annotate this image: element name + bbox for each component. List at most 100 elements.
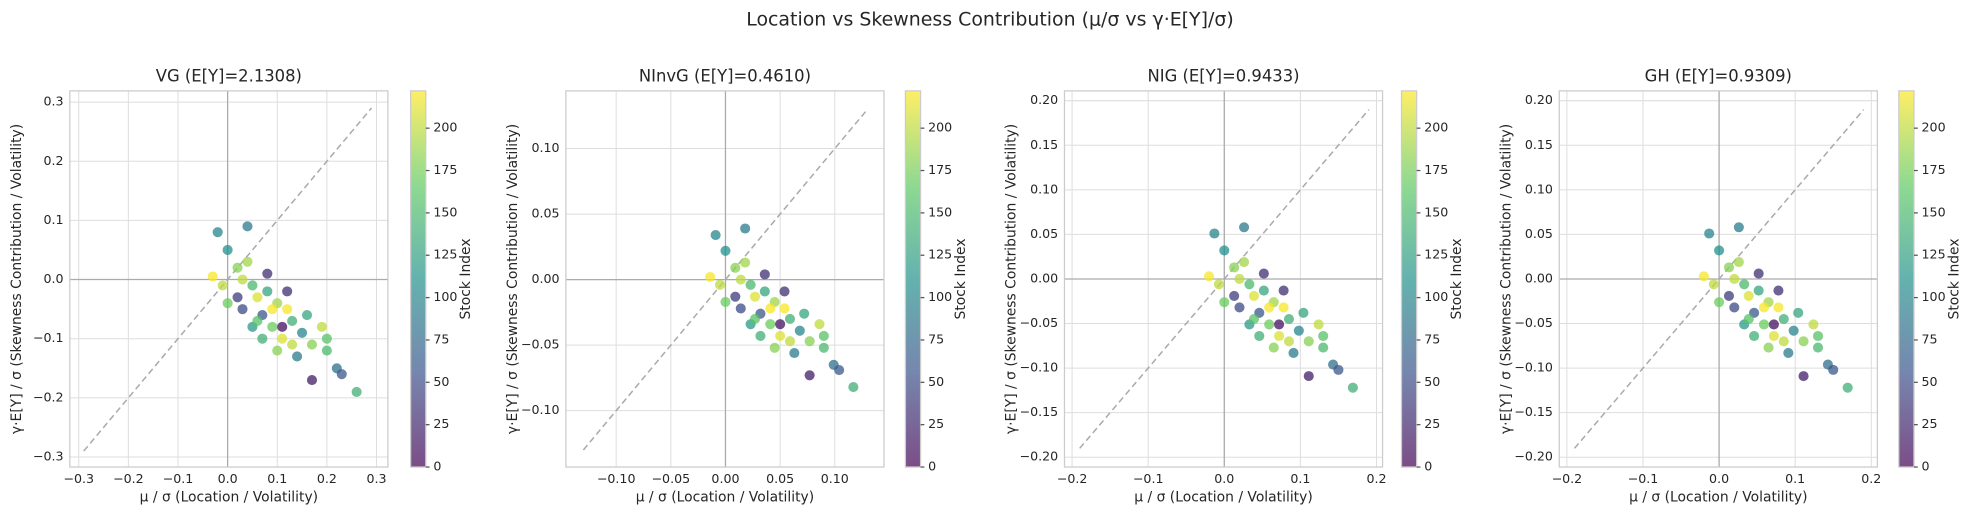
colorbar-tick-label: 175 — [1424, 162, 1448, 177]
scatter-point — [1753, 268, 1764, 279]
scatter-point — [814, 319, 825, 330]
scatter-point — [759, 269, 770, 280]
scatter-point — [818, 330, 829, 342]
scatter-point — [749, 291, 761, 302]
scatter-point — [1773, 302, 1784, 313]
scatter-point — [1244, 279, 1255, 290]
scatter-point — [1723, 262, 1735, 273]
panel-title: NInvG (E[Y]=0.4610) — [639, 66, 811, 85]
scatter-point — [282, 304, 293, 315]
y-tick-label: 0.10 — [531, 140, 559, 155]
scatter-point — [848, 382, 859, 393]
x-axis-label: μ / σ (Location / Volatility) — [636, 489, 814, 505]
colorbar-tick-label: 125 — [928, 247, 952, 262]
colorbar-tick-label: 75 — [928, 331, 944, 346]
scatter-point — [1229, 290, 1240, 301]
colorbar-label: Stock Index — [458, 238, 474, 319]
axes-frame — [565, 90, 885, 468]
scatter-point — [1778, 336, 1789, 347]
scatter-point — [714, 279, 726, 290]
scatter-point — [1234, 273, 1245, 285]
scatter-point — [1239, 222, 1250, 233]
panel-title: VG (E[Y]=2.1308) — [156, 66, 302, 85]
y-tick-label: 0.1 — [43, 212, 63, 227]
scatter-point — [257, 333, 268, 344]
y-axis-label: γ·E[Y] / σ (Skewness Contribution / Vola… — [1003, 124, 1019, 434]
x-tick-label: 0.0 — [1214, 471, 1234, 486]
x-tick-label: −0.10 — [597, 471, 636, 486]
scatter-point — [1704, 228, 1715, 239]
x-tick-label: 0.1 — [267, 471, 287, 486]
colorbar-tick-label: 25 — [433, 416, 449, 431]
x-tick-label: −0.3 — [63, 471, 94, 486]
scatter-point — [1234, 302, 1245, 313]
scatter-point — [730, 291, 741, 302]
x-tick-label: 0.1 — [1785, 471, 1805, 486]
scatter-point — [1808, 319, 1819, 330]
x-tick-label: −0.1 — [163, 471, 194, 486]
scatter-point — [222, 298, 233, 309]
scatter-point — [1274, 330, 1285, 342]
scatter-point — [794, 325, 805, 336]
scatter-point — [252, 292, 263, 303]
x-axis-label: μ / σ (Location / Volatility) — [1134, 489, 1312, 505]
scatter-point — [735, 274, 746, 285]
scatter-point — [799, 308, 810, 319]
scatter-point — [775, 319, 786, 330]
y-axis-label: γ·E[Y] / σ (Skewness Contribution / Vola… — [505, 124, 521, 434]
scatter-point — [1219, 297, 1230, 308]
scatter-point — [1283, 314, 1295, 325]
scatter-point — [1758, 319, 1770, 330]
diagonal-line — [582, 108, 869, 451]
scatter-point — [1318, 330, 1329, 342]
scatter-point — [237, 274, 248, 285]
y-tick-label: 0.20 — [1030, 92, 1058, 107]
y-tick-label: −0.05 — [521, 337, 560, 352]
y-tick-label: 0.00 — [531, 271, 559, 286]
scatter-point — [247, 280, 258, 291]
scatter-point — [272, 345, 283, 356]
colorbar-label: Stock Index — [953, 238, 969, 319]
y-tick-label: 0.10 — [1030, 181, 1058, 196]
scatter-point — [1347, 382, 1358, 393]
scatter-point — [710, 230, 721, 241]
x-tick-label: 0.2 — [317, 471, 337, 486]
scatter-point — [217, 280, 228, 291]
scatter-point — [222, 244, 233, 256]
scatter-point — [1303, 371, 1314, 382]
y-tick-label: −0.10 — [521, 402, 560, 417]
scatter-point — [232, 292, 243, 303]
y-tick-label: −0.05 — [1020, 315, 1059, 330]
scatter-point — [277, 333, 288, 344]
colorbar-tick-label: 100 — [1922, 289, 1946, 304]
scatter-point — [1714, 245, 1725, 256]
colorbar-tick-label: 25 — [928, 416, 944, 431]
x-axis-label: μ / σ (Location / Volatility) — [140, 489, 318, 505]
scatter-point — [1264, 319, 1275, 330]
colorbar-tick-label: 75 — [433, 331, 449, 346]
scatter-point — [207, 271, 218, 282]
scatter-point — [804, 370, 815, 381]
scatter-point — [1753, 285, 1764, 296]
x-tick-label: 0.10 — [821, 471, 849, 486]
colorbar-tick-label: 50 — [433, 374, 449, 389]
y-axis-label: γ·E[Y] / σ (Skewness Contribution / Vola… — [9, 124, 25, 434]
figure-title: Location vs Skewness Contribution (μ/σ v… — [746, 9, 1234, 31]
scatter-point — [745, 279, 756, 290]
colorbar-tick-label: 200 — [1922, 120, 1946, 135]
scatter-point — [277, 321, 288, 332]
scatter-point — [1298, 307, 1309, 318]
scatter-point — [759, 286, 770, 297]
colorbar-tick-label: 175 — [433, 162, 457, 177]
colorbar-tick-label: 125 — [433, 247, 457, 262]
x-tick-label: −0.2 — [1552, 471, 1583, 486]
scatter-point — [1729, 302, 1740, 313]
scatter-point — [212, 227, 223, 238]
scatter-point — [1698, 271, 1709, 282]
y-tick-label: −0.20 — [1020, 449, 1059, 464]
scatter-point — [749, 313, 761, 324]
colorbar-tick-label: 75 — [1922, 331, 1938, 346]
scatter-point — [301, 309, 313, 321]
scatter-point — [1768, 330, 1779, 342]
